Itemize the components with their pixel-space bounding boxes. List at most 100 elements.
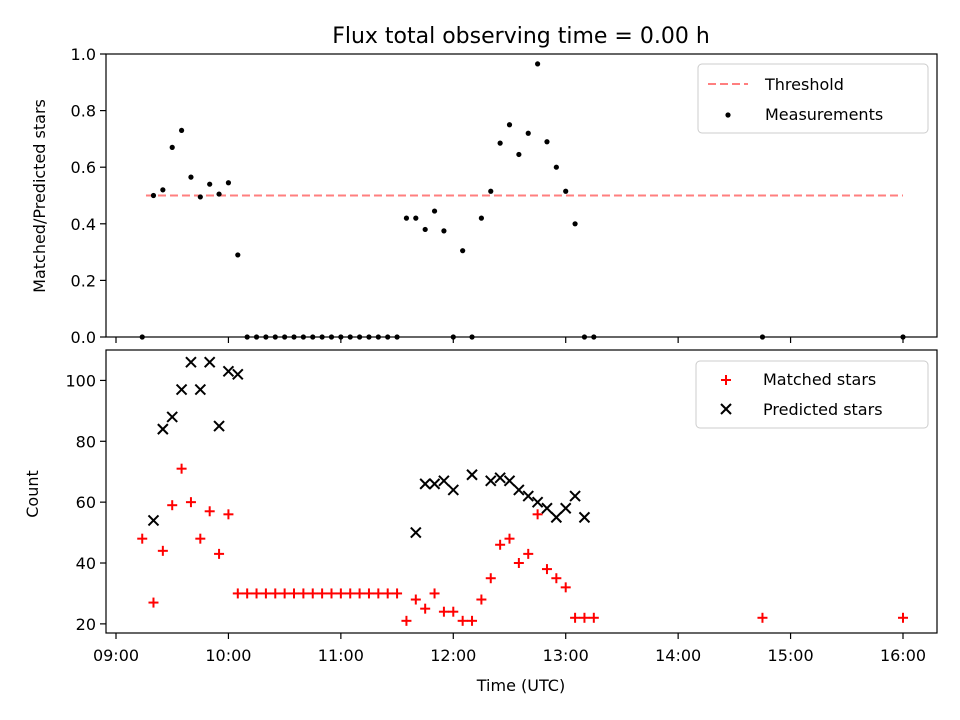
matched-star-point — [532, 509, 543, 520]
matched-star-point — [438, 606, 449, 617]
predicted-star-point — [203, 356, 216, 368]
matched-star-point — [457, 615, 468, 626]
top-y-axis-label: Matched/Predicted stars — [30, 99, 49, 293]
matched-star-point — [401, 615, 412, 626]
legend-predicted-swatch — [720, 403, 732, 415]
predicted-star-point — [513, 484, 525, 496]
measurement-point — [488, 188, 494, 194]
predicted-star-point — [522, 490, 534, 502]
matched-star-point — [410, 594, 421, 605]
measurement-point — [169, 144, 175, 150]
matched-star-point — [513, 558, 524, 569]
measurement-point — [563, 188, 569, 194]
legend-threshold-label: Threshold — [764, 75, 844, 94]
top-legend: Threshold Measurements — [697, 63, 929, 134]
predicted-star-point — [485, 475, 497, 487]
predicted-star-point — [438, 475, 450, 487]
matched-star-point — [307, 588, 318, 599]
x-tick-label: 10:00 — [205, 646, 251, 665]
measurement-point — [525, 130, 531, 136]
bottom-y-tick-label: 100 — [65, 371, 96, 390]
matched-star-point — [204, 506, 215, 517]
matched-star-point — [148, 597, 159, 608]
legend-measurements-swatch — [725, 112, 731, 118]
matched-star-point — [251, 588, 262, 599]
matched-star-point — [898, 612, 908, 623]
top-legend-box — [697, 63, 929, 134]
x-tick-label: 14:00 — [655, 646, 701, 665]
predicted-star-point — [560, 502, 572, 514]
x-tick-label: 16:00 — [880, 646, 926, 665]
matched-star-point — [185, 497, 196, 508]
predicted-star-point — [157, 423, 169, 435]
predicted-star-point — [428, 478, 441, 490]
measurement-point — [403, 215, 410, 221]
x-tick-label: 09:00 — [93, 646, 139, 665]
predicted-star-point — [410, 526, 422, 539]
matched-star-point — [541, 564, 552, 575]
top-y-tick-label: 0.6 — [71, 158, 96, 177]
x-tick-label: 12:00 — [430, 646, 476, 665]
measurement-point — [460, 248, 466, 254]
matched-star-point — [157, 545, 168, 556]
predicted-star-point — [447, 484, 459, 496]
matched-star-point — [757, 612, 768, 623]
top-y-tick-label: 0.0 — [71, 328, 96, 347]
matched-star-point — [317, 588, 328, 599]
x-axis-label: Time (UTC) — [476, 676, 565, 695]
measurement-point — [553, 164, 559, 170]
matched-star-point — [232, 588, 243, 599]
matched-star-point — [467, 615, 478, 626]
predicted-star-point — [222, 365, 235, 378]
bottom-x-ticks: 09:00 10:00 11:00 12:00 13:00 14:00 15:00 16:00 — [93, 633, 926, 665]
predicted-star-point — [494, 472, 506, 484]
matched-star-point — [448, 606, 459, 617]
predicted-star-point — [550, 511, 563, 524]
measurement-point — [207, 181, 213, 187]
measurement-point — [478, 215, 484, 221]
matched-star-point — [326, 588, 337, 599]
matched-star-point — [579, 612, 590, 623]
bottom-y-axis-label: Count — [23, 470, 42, 518]
measurement-point — [235, 252, 241, 258]
matched-star-point — [420, 603, 431, 614]
predicted-star-point — [232, 368, 244, 381]
predicted-star-point — [185, 356, 197, 368]
predicted-star-point — [569, 490, 581, 502]
predicted-star-point — [541, 502, 553, 514]
matched-star-point — [570, 612, 581, 623]
measurement-point — [535, 61, 541, 67]
measurement-point — [544, 139, 550, 145]
top-y-ticks: 0.0 0.2 0.4 0.6 0.8 1.0 — [71, 45, 106, 347]
bottom-axes-frame — [105, 349, 938, 634]
legend-measurements-label: Measurements — [765, 105, 883, 124]
bottom-panel: 20 40 60 80 100 09:00 10:00 11:00 12:00 13:00 14:… — [23, 349, 938, 695]
measurement-point — [413, 215, 419, 221]
x-tick-label: 15:00 — [768, 646, 814, 665]
predicted-star-point — [466, 469, 478, 481]
matched-star-point — [167, 500, 178, 511]
matched-star-point — [242, 588, 253, 599]
measurement-point — [431, 208, 438, 214]
measurement-point — [441, 228, 447, 234]
bottom-y-tick-label: 80 — [76, 432, 96, 451]
legend-matched-swatch — [721, 375, 731, 385]
matched-star-point — [523, 548, 534, 559]
count-points — [137, 356, 908, 626]
matched-star-point — [504, 533, 515, 544]
measurement-point — [506, 122, 513, 128]
matched-star-point — [551, 573, 562, 584]
predicted-star-point — [194, 383, 207, 396]
matched-star-point — [363, 588, 374, 599]
matched-star-point — [137, 533, 148, 544]
measurement-point — [150, 192, 157, 199]
matched-star-point — [214, 548, 225, 559]
chart-title: Flux total observing time = 0.00 h — [332, 24, 710, 49]
matched-star-point — [289, 588, 300, 599]
matched-star-point — [373, 588, 384, 599]
predicted-star-point — [531, 496, 544, 508]
top-y-tick-label: 0.4 — [71, 215, 96, 234]
measurement-point — [216, 191, 222, 197]
predicted-star-point — [419, 478, 431, 490]
measurement-point — [422, 226, 428, 233]
